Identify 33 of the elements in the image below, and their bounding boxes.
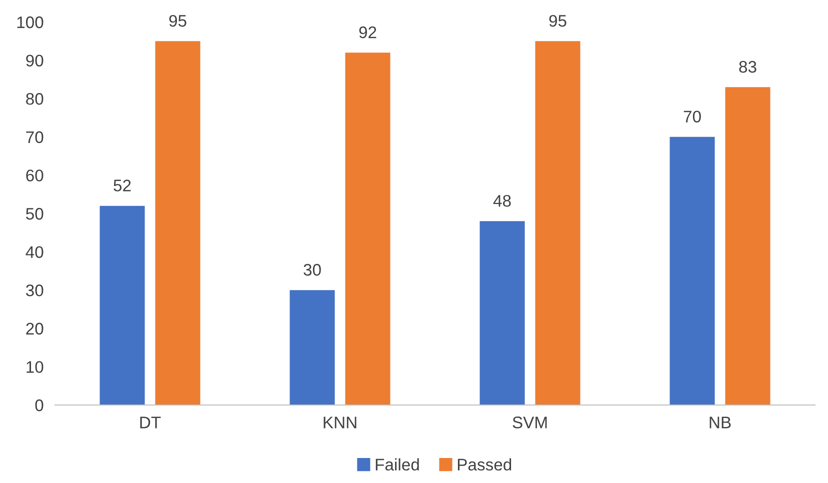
y-tick-label: 20	[26, 322, 44, 335]
legend-label: Passed	[458, 458, 512, 471]
data-label: 52	[114, 180, 131, 192]
legend-label: Failed	[376, 458, 419, 471]
data-label: 92	[359, 26, 376, 38]
y-tick-label: 10	[26, 361, 44, 373]
y-tick-label: 0	[35, 399, 44, 412]
data-label: 95	[549, 14, 566, 27]
x-tick-label: KNN	[324, 416, 356, 428]
y-tick-label: 60	[26, 170, 44, 182]
x-tick-label: NB	[710, 416, 731, 428]
y-tick-label: 100	[17, 16, 44, 28]
bar	[345, 52, 390, 405]
y-tick-label: 50	[26, 208, 44, 220]
data-label: 95	[169, 14, 186, 27]
bar	[670, 136, 715, 405]
data-label: 48	[493, 194, 511, 207]
bar	[535, 41, 580, 405]
bar	[290, 290, 335, 405]
data-label: 30	[304, 264, 321, 276]
bar	[480, 221, 525, 405]
y-tick-label: 40	[26, 246, 44, 258]
y-tick-label: 30	[26, 284, 44, 296]
bar	[155, 41, 200, 405]
y-tick-label: 80	[26, 93, 44, 105]
bar	[725, 87, 770, 405]
bar	[100, 206, 145, 405]
x-tick-label: SVM	[512, 416, 547, 428]
y-tick-label: 90	[26, 54, 44, 67]
x-tick-label: DT	[140, 416, 161, 428]
data-label: 70	[684, 110, 701, 122]
data-label: 83	[739, 60, 756, 73]
y-tick-label: 70	[26, 131, 44, 144]
